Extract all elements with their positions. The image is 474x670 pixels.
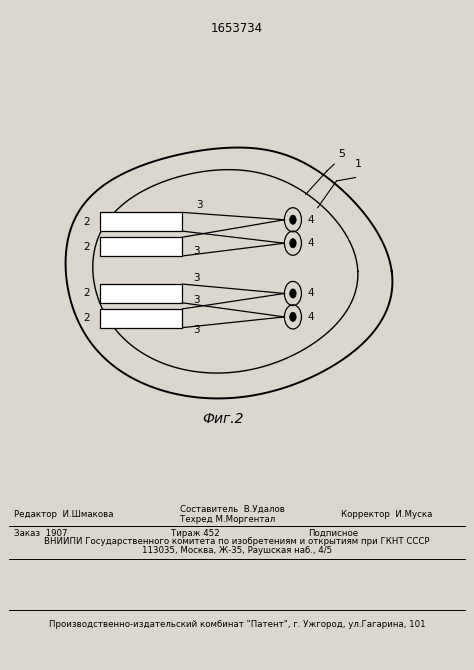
Text: 5: 5 [338,149,345,159]
Text: Производственно-издательский комбинат "Патент", г. Ужгород, ул.Гагарина, 101: Производственно-издательский комбинат "П… [49,620,425,629]
Text: Составитель  В.Удалов: Составитель В.Удалов [180,505,285,515]
Text: 2: 2 [83,289,90,298]
Text: 3: 3 [193,325,200,334]
Text: 2: 2 [83,242,90,251]
Text: 4: 4 [307,215,314,224]
Bar [100,212,182,231]
Bar [100,284,182,303]
Bar [100,309,182,328]
Text: 2: 2 [83,314,90,323]
Text: 3: 3 [193,247,200,256]
Bar [100,237,182,256]
Text: Корректор  И.Муска: Корректор И.Муска [341,510,433,519]
Text: Заказ  1907: Заказ 1907 [14,529,68,538]
Text: Тираж 452: Тираж 452 [171,529,219,538]
Text: 3: 3 [196,200,202,210]
Text: 113035, Москва, Ж-35, Раушская наб., 4/5: 113035, Москва, Ж-35, Раушская наб., 4/5 [142,545,332,555]
Text: 3: 3 [193,273,200,283]
Text: Редактор  И.Шмакова: Редактор И.Шмакова [14,510,114,519]
Circle shape [290,289,296,298]
Circle shape [290,312,296,322]
Text: 4: 4 [307,239,314,248]
Text: 2: 2 [83,217,90,226]
Text: Техред М.Моргентал: Техред М.Моргентал [180,515,275,524]
Text: 1: 1 [355,159,361,169]
Circle shape [290,239,296,248]
Text: Фиг.2: Фиг.2 [202,412,244,425]
Text: 3: 3 [193,295,200,305]
Text: 4: 4 [307,312,314,322]
Text: 1653734: 1653734 [211,21,263,35]
Circle shape [290,215,296,224]
Text: 4: 4 [307,289,314,298]
Text: Подписное: Подписное [308,529,358,538]
Text: ВНИИПИ Государственного комитета по изобретениям и открытиям при ГКНТ СССР: ВНИИПИ Государственного комитета по изоб… [44,537,430,546]
